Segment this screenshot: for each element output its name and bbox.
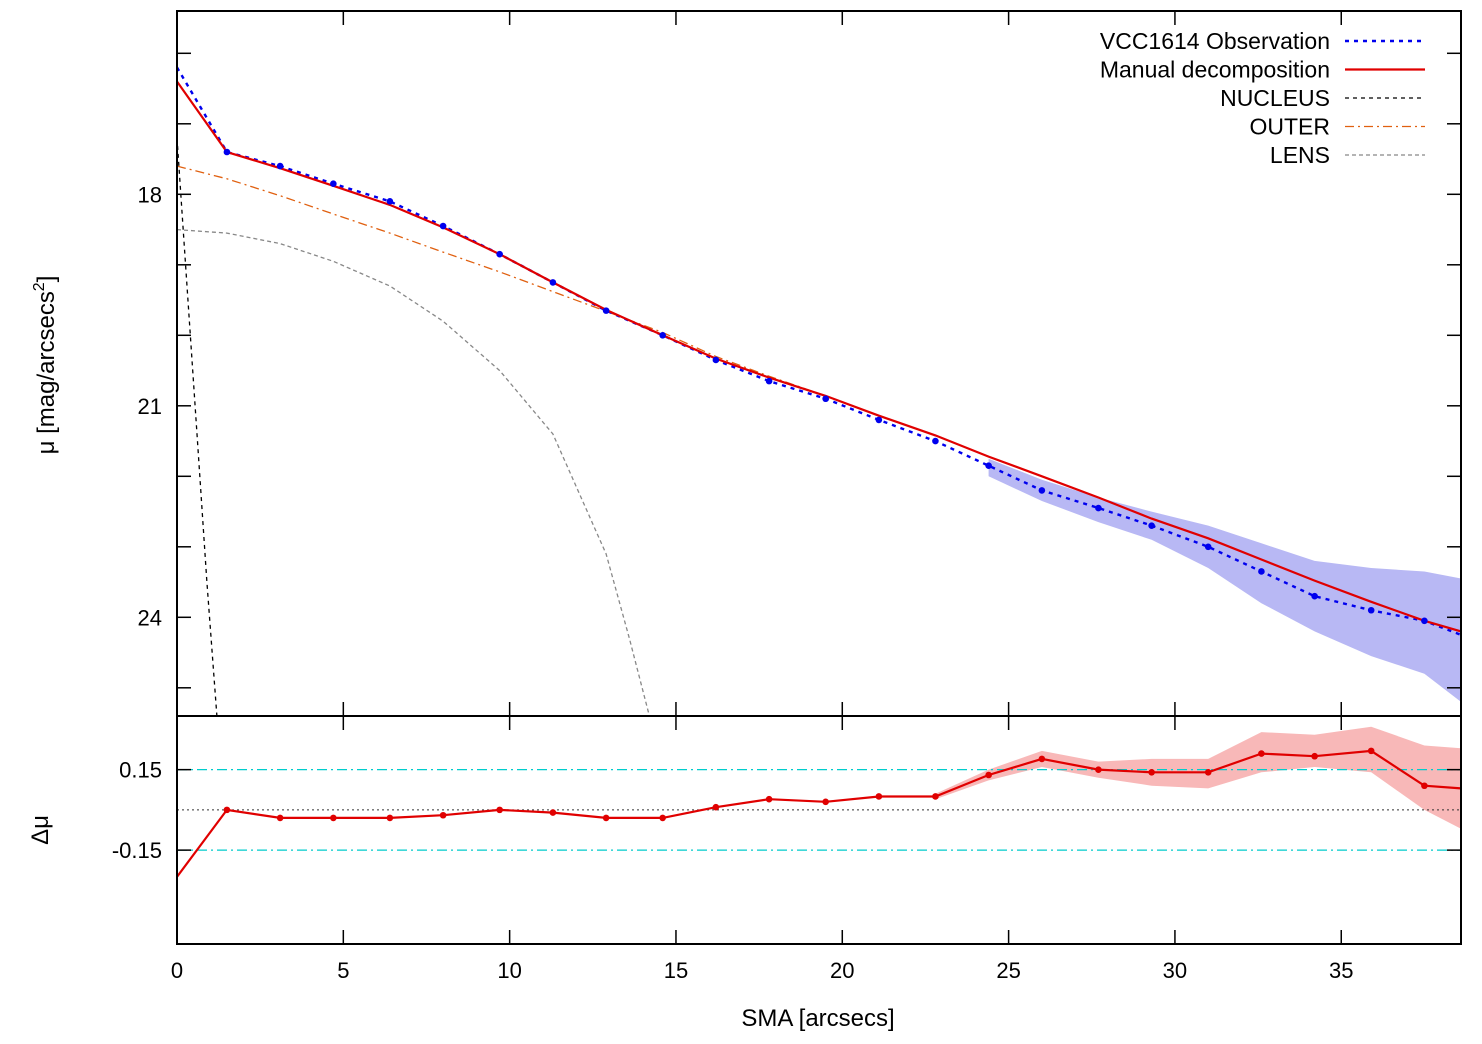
residual-point	[985, 771, 992, 779]
legend-entry-label: NUCLEUS	[1220, 85, 1330, 111]
x-tick-label: 10	[497, 958, 521, 983]
legend: VCC1614 Observation Manual decompositionN…	[1100, 28, 1425, 168]
residual-point	[1311, 752, 1318, 760]
observation-point	[659, 332, 666, 339]
legend-entry-label: Manual decomposition	[1100, 57, 1330, 83]
top-y-tick-label: 24	[138, 605, 162, 630]
residual-point	[1367, 747, 1375, 755]
observation-point	[439, 222, 447, 230]
residual-point	[439, 811, 447, 819]
residual-point	[1204, 769, 1212, 776]
residual-point	[386, 814, 394, 822]
residual-point	[549, 809, 557, 816]
x-axis-label: SMA [arcsecs]	[741, 1005, 894, 1032]
observation-point	[602, 307, 610, 314]
observation-point	[223, 148, 231, 156]
observation-error-band	[988, 458, 1461, 702]
nucleus-line	[177, 137, 218, 716]
bottom-plot-frame	[176, 715, 1462, 945]
residual-point	[602, 814, 610, 822]
x-tick-label: 5	[337, 958, 349, 983]
residual-point	[1095, 766, 1102, 773]
observation-point	[1095, 504, 1102, 512]
top-y-tick-label: 18	[138, 182, 162, 207]
observation-point	[386, 198, 394, 205]
observation-point	[1148, 522, 1155, 529]
x-tick-label: 0	[171, 958, 183, 983]
legend-entry-label: LENS	[1270, 142, 1330, 168]
residual-point	[1148, 769, 1155, 776]
residual-point	[932, 793, 939, 800]
observation-point	[330, 180, 337, 188]
top-y-tick-label: 21	[138, 394, 162, 419]
residual-point	[1258, 750, 1265, 757]
observation-point	[276, 162, 284, 170]
residual-point	[496, 806, 503, 814]
x-tick-label: 25	[996, 958, 1020, 983]
residual-point	[659, 814, 666, 822]
residual-point	[1038, 755, 1046, 763]
observation-point	[1421, 617, 1428, 625]
observation-point	[822, 395, 829, 403]
residual-point	[223, 806, 231, 814]
observation-point	[932, 437, 939, 445]
residual-point	[875, 793, 883, 800]
legend-entry-label: OUTER	[1250, 114, 1331, 140]
observation-point	[1367, 606, 1375, 614]
residual-error-band	[935, 726, 1461, 829]
observation-point	[712, 356, 720, 364]
residual-point	[765, 795, 773, 803]
residual-panel: 0 5 10 15 20 25 30 35 0.15 -0.15	[112, 715, 1462, 983]
observation-point	[1038, 487, 1046, 494]
legend-entry-label: VCC1614 Observation	[1100, 28, 1330, 54]
observation-point	[765, 377, 773, 385]
residual-point	[276, 814, 284, 822]
residual-point	[712, 803, 720, 811]
observation-point	[1311, 592, 1318, 600]
observation-point	[1204, 543, 1212, 551]
x-tick-label: 15	[664, 958, 688, 983]
residual-point	[1421, 782, 1428, 790]
bottom-y-axis-label: Δμ	[27, 815, 54, 845]
bottom-y-tick-label: -0.15	[112, 838, 162, 863]
x-tick-label: 35	[1329, 958, 1353, 983]
observation-point	[985, 462, 992, 470]
x-tick-label: 20	[830, 958, 854, 983]
observation-point	[875, 416, 883, 424]
top-y-axis-label: μ [mag/arcsecs2]	[31, 276, 60, 455]
observation-point	[1258, 568, 1265, 575]
residual-point	[330, 814, 337, 822]
observation-point	[549, 279, 557, 286]
bottom-y-tick-label: 0.15	[119, 758, 162, 783]
observation-point	[496, 250, 503, 258]
x-tick-label: 30	[1163, 958, 1187, 983]
residual-point	[822, 798, 829, 806]
lens-line	[177, 228, 651, 716]
